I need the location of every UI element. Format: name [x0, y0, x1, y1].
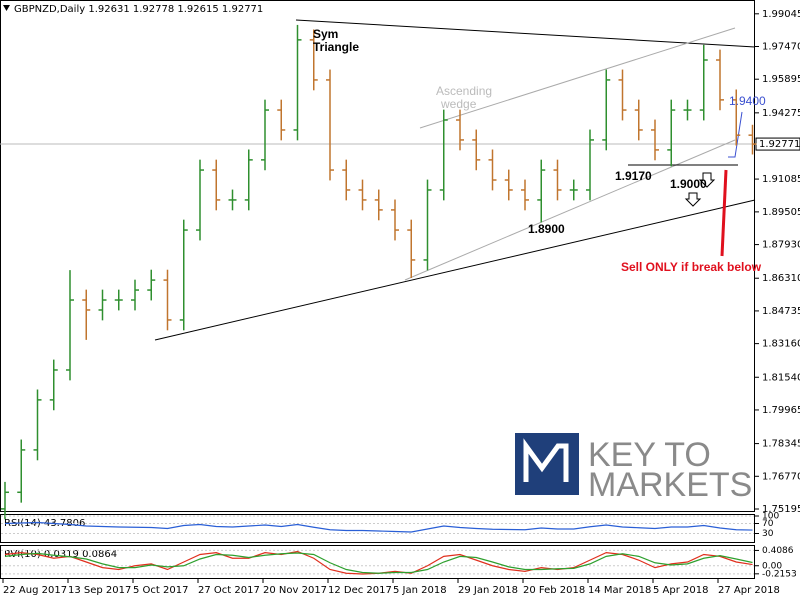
- annotation: 1.9170: [615, 169, 652, 183]
- header: GBPNZD,Daily 1.92631 1.92778 1.92615 1.9…: [14, 4, 263, 15]
- logo-glyph: [523, 438, 569, 482]
- break-line: [720, 169, 728, 257]
- y-tick-label: 1.87930: [762, 240, 800, 251]
- main-panel: [0, 0, 755, 512]
- annotation: 1.9000: [670, 177, 707, 191]
- x-tick-label: 22 Aug 2017: [3, 585, 67, 596]
- x-tick-label: 14 Mar 2018: [588, 585, 651, 596]
- y-tick-label: 1.97470: [762, 42, 800, 53]
- rvi-line: [4, 550, 753, 575]
- x-tick-label: 5 Jan 2018: [393, 585, 447, 596]
- x-tick-label: 27 Apr 2018: [718, 585, 780, 596]
- target-arrow: [728, 111, 743, 158]
- y-tick-label: 1.84735: [762, 306, 800, 317]
- rsi-line: [4, 521, 753, 533]
- y-tick-label: 1.86310: [762, 273, 800, 284]
- down-arrow: [698, 172, 716, 188]
- y-tick-label: 1.99045: [762, 9, 800, 20]
- y-tick-label: 1.76770: [762, 471, 800, 482]
- rvi-panel: [0, 545, 755, 579]
- rsi-panel: [0, 514, 755, 543]
- logo-text: MARKETS: [588, 466, 752, 504]
- x-tick-label: 5 Apr 2018: [653, 585, 708, 596]
- wedge-line: [419, 27, 736, 129]
- annotation: 1.8900: [528, 222, 565, 236]
- annotation: Sym: [313, 27, 338, 41]
- annotation: Sell ONLY if break below: [621, 260, 762, 274]
- x-tick-label: 13 Sep 2017: [68, 585, 131, 596]
- x-tick-label: 12 Dec 2017: [328, 585, 392, 596]
- y-tick-label: 1.81540: [762, 372, 800, 383]
- annotation: wedge: [440, 97, 477, 111]
- y-tick-label: 1.78345: [762, 439, 800, 450]
- x-tick-label: 20 Feb 2018: [523, 585, 585, 596]
- y-tick-label: 1.95895: [762, 74, 800, 85]
- y-tick-label: 1.94275: [762, 108, 800, 119]
- trendline: [154, 199, 756, 341]
- down-arrow: [684, 192, 702, 207]
- y-tick-label: 1.89505: [762, 207, 800, 218]
- wedge-line: [404, 139, 736, 281]
- annotation: Triangle: [313, 40, 359, 54]
- y-tick-label: 70: [762, 519, 774, 529]
- y-tick-label: 0.4086: [762, 546, 794, 556]
- y-tick-label: -0.2153: [762, 569, 797, 579]
- logo-text: KEY TO: [588, 436, 711, 474]
- y-tick-label: 1.83160: [762, 339, 800, 350]
- annotation: Ascending: [436, 84, 492, 98]
- x-tick-label: 20 Nov 2017: [263, 585, 327, 596]
- annotation: 1.9400: [729, 94, 766, 108]
- x-tick-label: 27 Oct 2017: [198, 585, 260, 596]
- header-icon: [3, 5, 10, 11]
- trendline: [295, 19, 756, 48]
- y-tick-label: 100: [762, 512, 779, 522]
- rvi-line: [4, 552, 753, 574]
- y-tick-label: 30: [762, 529, 774, 539]
- y-tick-label: 1.79965: [762, 405, 800, 416]
- y-tick-label: 1.75195: [762, 504, 800, 515]
- y-tick-label: 0.00: [762, 561, 782, 571]
- x-tick-label: 29 Jan 2018: [458, 585, 518, 596]
- rvi-label: RVI(10) 0.0319 0.0864: [4, 549, 117, 560]
- y-tick-label: 1.91085: [762, 174, 800, 185]
- current-price: 1.92771: [759, 139, 800, 150]
- x-tick-label: 5 Oct 2017: [133, 585, 188, 596]
